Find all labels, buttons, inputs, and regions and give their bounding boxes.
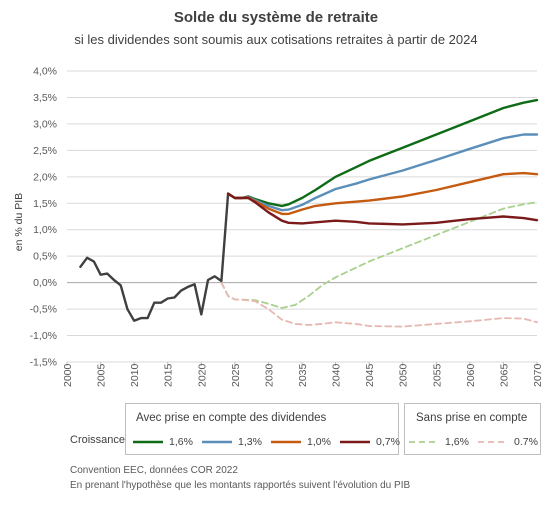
chart-plot: -1,5% -1,0% -0,5% 0,0% 0,5% 1,0% 1,5% 2,0% 2,5% 3… (13, 66, 544, 388)
chart-subtitle: si les dividendes sont soumis aux cotisa… (74, 32, 478, 47)
source-note: Convention EEC, données COR 2022 (70, 465, 238, 476)
legend-item-with-2: 1,3% (238, 436, 262, 448)
x-tick-label: 2010 (129, 363, 141, 387)
x-tick-label: 2035 (297, 363, 309, 387)
legend-item-with-3: 1,0% (307, 436, 331, 448)
hypothesis-note: En prenant l'hypothèse que les montants … (70, 480, 411, 491)
x-tick-label: 2055 (431, 363, 443, 387)
series-line-hist (79, 192, 230, 322)
y-tick-label: 1,0% (33, 224, 57, 236)
legend-group-with-title: Avec prise en compte des dividendes (136, 412, 327, 424)
y-tick-label: -1,5% (30, 357, 57, 369)
x-tick-labels: 2000 2005 2010 2015 2020 2025 2030 2035 2040 2045… (62, 362, 544, 387)
gridlines (67, 70, 537, 363)
y-tick-label: 0,0% (33, 277, 57, 289)
y-tick-label: 2,5% (33, 145, 57, 157)
y-tick-label: 4,0% (33, 66, 57, 78)
y-tick-label: 3,5% (33, 92, 57, 104)
legend-item-with-1: 1,6% (169, 436, 193, 448)
y-axis-label: en % du PIB (13, 193, 25, 251)
x-tick-label: 2015 (163, 363, 175, 387)
series-line-g07 (226, 192, 539, 226)
x-tick-label: 2020 (196, 363, 208, 387)
legend-group-without (404, 403, 541, 455)
y-tick-label: 3,0% (33, 118, 57, 130)
x-tick-label: 2050 (398, 363, 410, 387)
y-tick-label: 2,0% (33, 171, 57, 183)
x-tick-label: 2065 (498, 363, 510, 387)
legend-item-with-4: 0,7% (376, 436, 400, 448)
x-tick-label: 2045 (364, 363, 376, 387)
legend-row-label: Croissance (70, 434, 126, 446)
legend-item-without-1: 1,6% (445, 436, 469, 448)
series-line-d07 (220, 281, 538, 328)
chart-title: Solde du système de retraite (173, 9, 379, 26)
x-tick-label: 2070 (532, 363, 544, 387)
y-tick-label: -1,0% (30, 330, 57, 342)
legend-item-without-2: 0.7% (514, 436, 538, 448)
x-tick-label: 2060 (465, 363, 477, 387)
y-tick-label: -0,5% (30, 304, 57, 316)
x-tick-label: 2000 (62, 363, 74, 387)
x-tick-label: 2025 (230, 363, 242, 387)
x-tick-label: 2005 (96, 363, 108, 387)
y-tick-labels: -1,5% -1,0% -0,5% 0,0% 0,5% 1,0% 1,5% 2,0% 2,5% 3… (30, 66, 57, 369)
legend-group-without-title: Sans prise en compte (416, 412, 528, 424)
x-tick-label: 2030 (263, 363, 275, 387)
y-tick-label: 1,5% (33, 198, 57, 210)
y-tick-label: 0,5% (33, 251, 57, 263)
x-tick-label: 2040 (331, 363, 343, 387)
legend-group-with (125, 403, 399, 455)
series-lines (79, 98, 539, 328)
